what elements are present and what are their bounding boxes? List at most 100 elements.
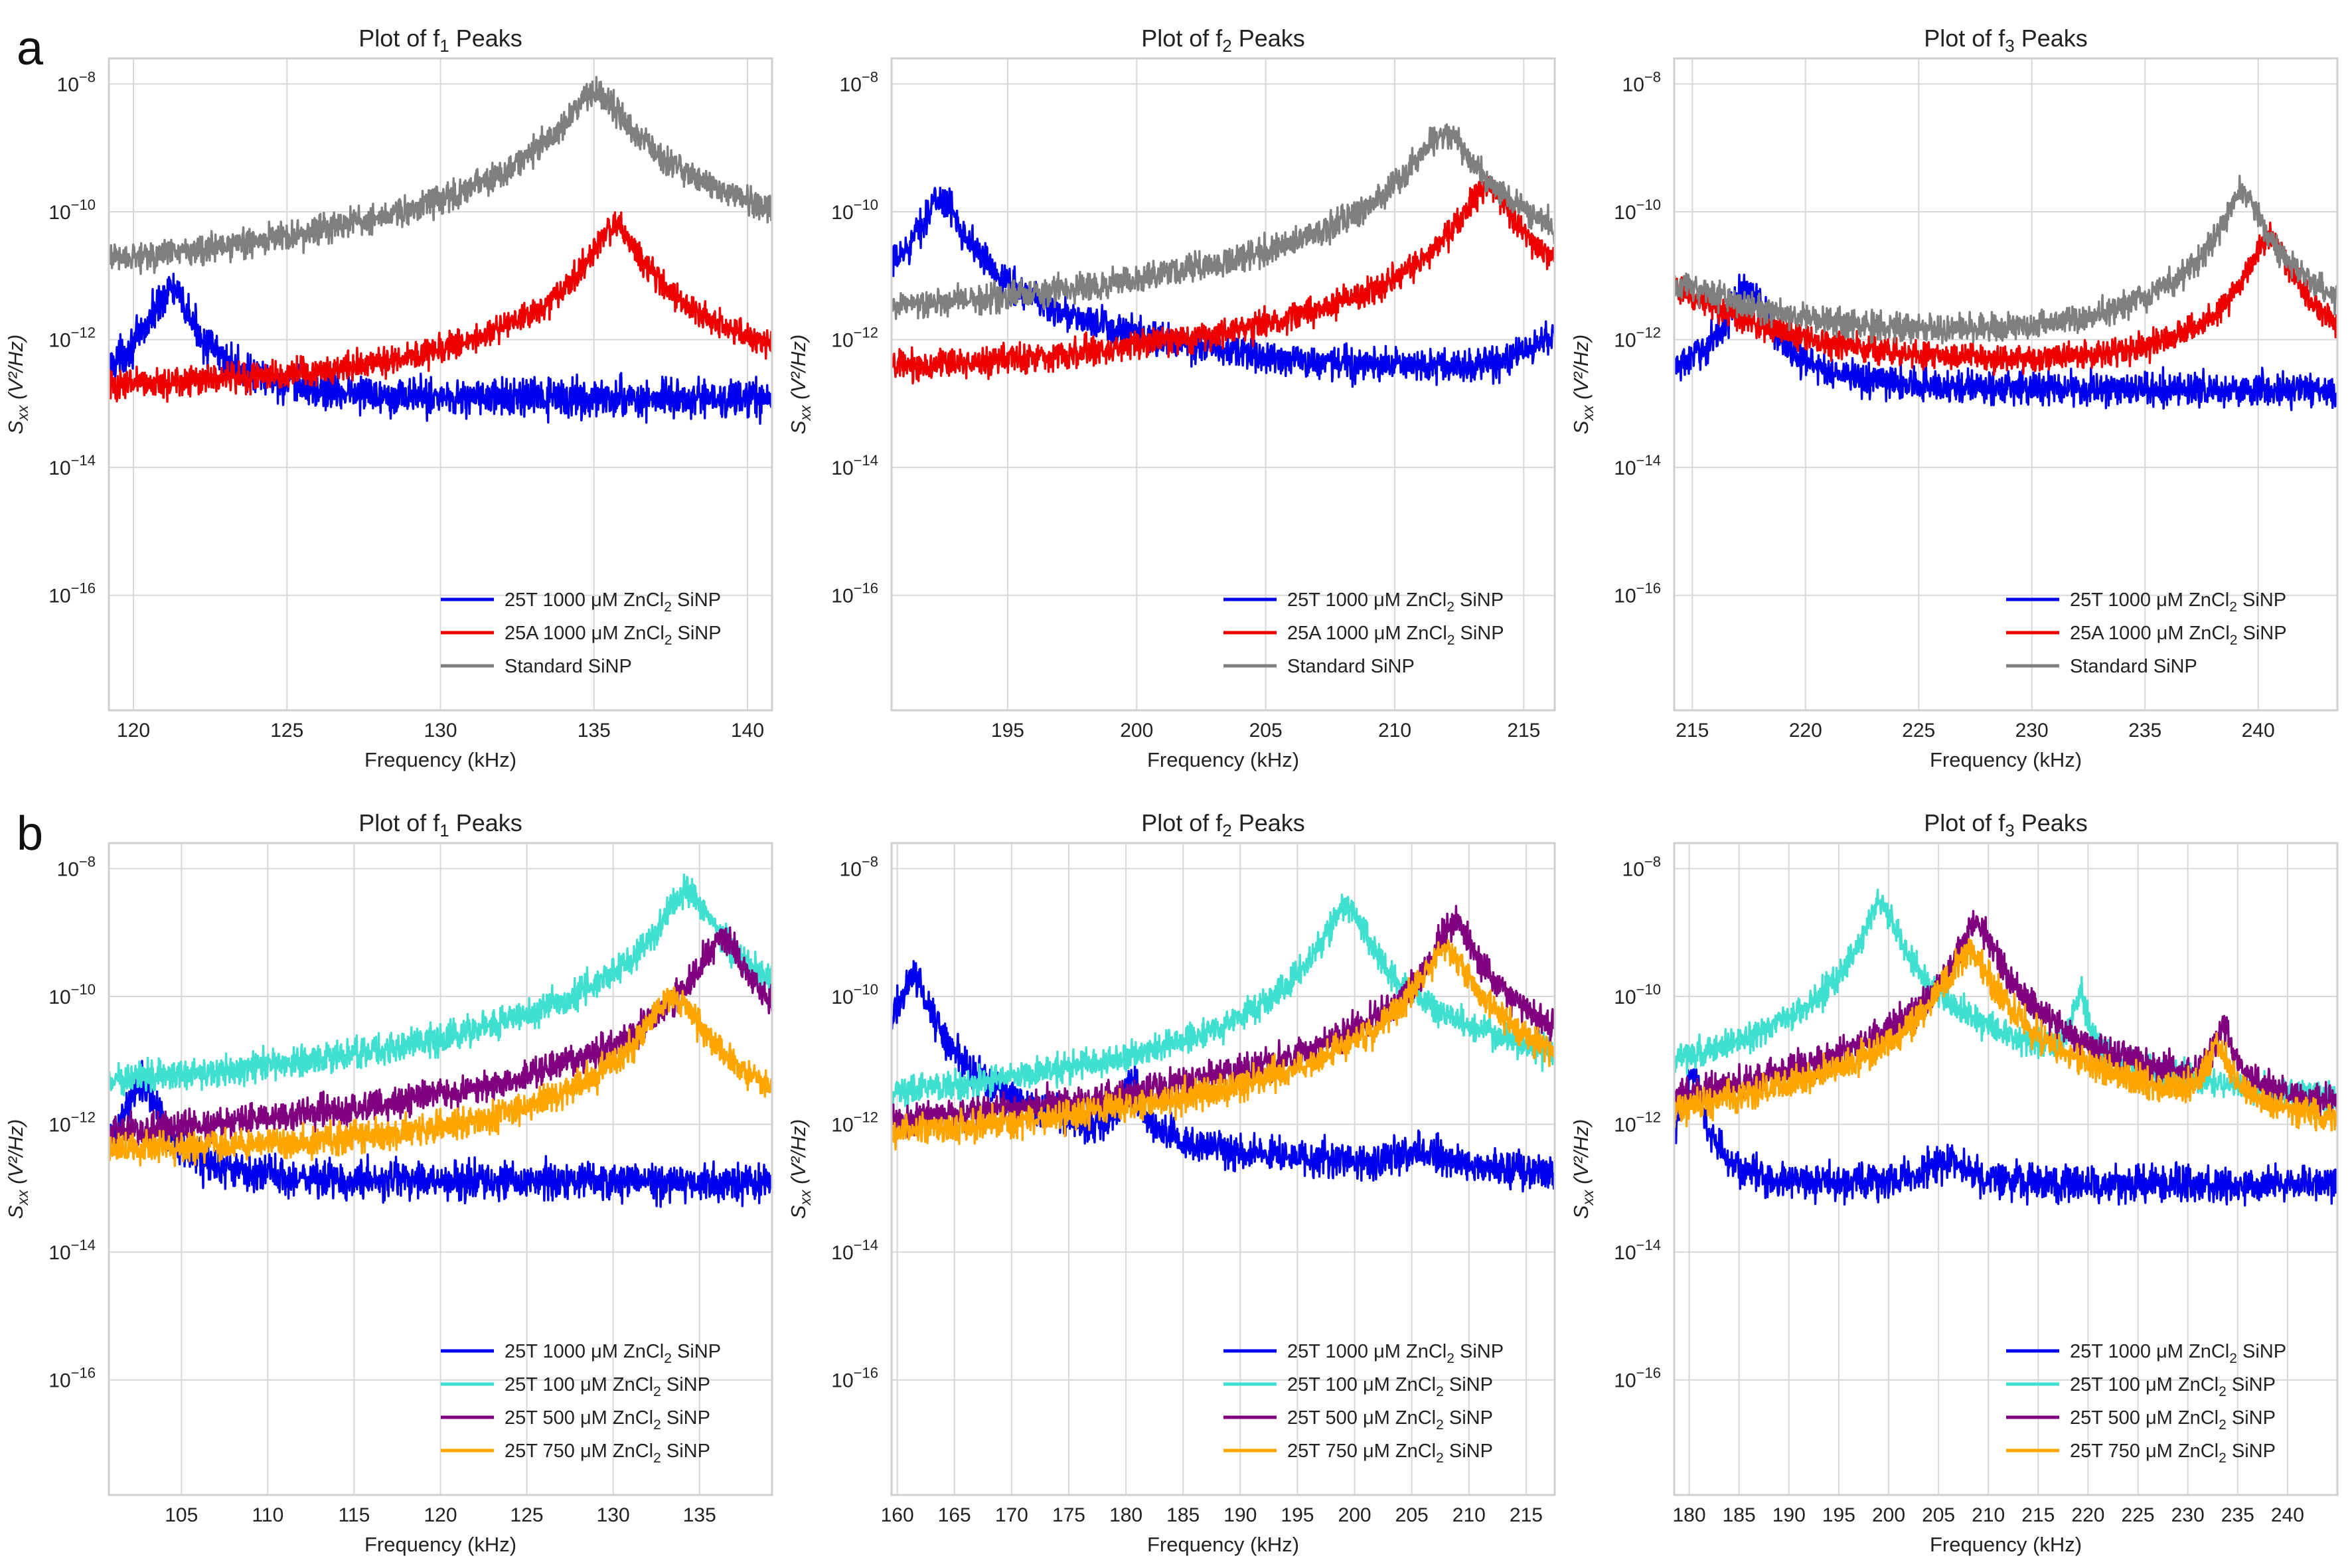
y-axis-label: Sxx (V²/Hz) (1569, 1119, 1597, 1219)
x-axis-label: Frequency (kHz) (364, 748, 516, 771)
legend-entry: Standard SiNP (505, 656, 632, 677)
series-line-3 (892, 905, 1555, 1139)
chart-a-2: 195 200 205 210 215 10−8 10−10 10−12 10−14 10−16 P… (787, 25, 1556, 771)
legend-entry: 25T 100 μM ZnCl2 SiNP (505, 1374, 710, 1399)
y-tick-label: 10−10 (1614, 981, 1661, 1008)
legend-entry: 25T 1000 μM ZnCl2 SiNP (2070, 589, 2286, 615)
x-axis-label: Frequency (kHz) (1147, 748, 1299, 771)
y-tick-label: 10−16 (1614, 580, 1661, 607)
x-tick-label: 205 (1249, 720, 1283, 742)
series-line-1 (1674, 274, 2337, 412)
legend-entry: 25T 1000 μM ZnCl2 SiNP (1287, 589, 1504, 615)
y-tick-label: 10−10 (831, 196, 878, 224)
y-tick-label: 10−16 (1614, 1365, 1661, 1392)
plot-frame (108, 842, 773, 1496)
legend-entry: 25A 1000 μM ZnCl2 SiNP (505, 623, 722, 648)
y-tick-label: 10−14 (1614, 452, 1661, 479)
y-axis-label: Sxx (V²/Hz) (4, 1119, 31, 1219)
legend-entry: 25T 750 μM ZnCl2 SiNP (505, 1441, 710, 1466)
x-tick-label: 175 (1052, 1504, 1085, 1526)
y-tick-label: 10−8 (840, 69, 878, 96)
y-axis-label: Sxx (V²/Hz) (1569, 335, 1597, 434)
legend-entry: 25T 1000 μM ZnCl2 SiNP (505, 589, 721, 615)
y-tick-label: 10−8 (57, 854, 96, 881)
y-tick-label: 10−14 (831, 1237, 878, 1264)
chart-title: Plot of f2 Peaks (1141, 809, 1305, 840)
y-tick-label: 10−16 (831, 580, 878, 607)
y-axis-label: Sxx (V²/Hz) (787, 335, 814, 434)
x-tick-label: 180 (1673, 1504, 1706, 1526)
x-tick-label: 220 (1789, 720, 1822, 742)
legend: 25T 1000 μM ZnCl2 SiNP 25A 1000 μM ZnCl2 … (2006, 589, 2287, 677)
y-tick-label: 10−12 (831, 1109, 878, 1137)
legend-entry: 25A 1000 μM ZnCl2 SiNP (1287, 623, 1504, 648)
chart-a-1: 120 125 130 135 140 10−8 10−10 10−12 10−14 10−16 P… (4, 25, 773, 771)
legend-entry: Standard SiNP (1287, 656, 1415, 677)
series-line-1 (892, 187, 1555, 388)
chart-title: Plot of f1 Peaks (358, 809, 522, 840)
y-tick-label: 10−12 (1614, 325, 1661, 352)
series-line-1 (1674, 1067, 2337, 1207)
series-line-3 (109, 76, 772, 275)
plot-frame (1673, 842, 2339, 1496)
x-axis-label: Frequency (kHz) (1930, 1533, 2082, 1556)
x-tick-label: 130 (597, 1504, 630, 1526)
series-line-2 (892, 894, 1555, 1107)
x-tick-label: 125 (270, 720, 303, 742)
series-line-2 (1674, 888, 2337, 1113)
legend: 25T 1000 μM ZnCl2 SiNP 25T 100 μM ZnCl2 S… (2006, 1341, 2286, 1466)
y-tick-label: 10−12 (48, 325, 96, 352)
x-tick-label: 215 (1676, 720, 1709, 742)
x-axis-label: Frequency (kHz) (1930, 748, 2082, 771)
series-line-1 (892, 960, 1555, 1193)
x-axis-label: Frequency (kHz) (1147, 1533, 1299, 1556)
x-tick-label: 190 (1772, 1504, 1806, 1526)
x-tick-label: 130 (424, 720, 457, 742)
x-tick-label: 220 (2071, 1504, 2104, 1526)
x-tick-label: 120 (117, 720, 150, 742)
y-tick-label: 10−14 (1614, 1237, 1661, 1264)
x-tick-label: 210 (1972, 1504, 2005, 1526)
x-tick-label: 170 (995, 1504, 1028, 1526)
y-tick-label: 10−10 (831, 981, 878, 1008)
x-tick-label: 115 (339, 1504, 370, 1526)
series-line-1 (109, 1059, 772, 1208)
chart-b-2: 160 165 170 175 180 185 190 195 200 205 210 215 10−8… (787, 809, 1556, 1556)
x-tick-label: 225 (1902, 720, 1935, 742)
x-tick-label: 205 (1395, 1504, 1429, 1526)
panel-label-b: b (17, 807, 43, 860)
y-tick-label: 10−16 (831, 1365, 878, 1392)
legend-entry: 25T 100 μM ZnCl2 SiNP (1287, 1374, 1493, 1399)
y-tick-label: 10−12 (831, 325, 878, 352)
y-tick-label: 10−12 (48, 1109, 96, 1137)
chart-title: Plot of f3 Peaks (1924, 809, 2088, 840)
x-tick-label: 190 (1223, 1504, 1257, 1526)
x-tick-label: 215 (1507, 720, 1540, 742)
x-tick-label: 185 (1723, 1504, 1756, 1526)
x-tick-label: 210 (1452, 1504, 1486, 1526)
y-tick-label: 10−10 (48, 196, 96, 224)
x-tick-label: 135 (683, 1504, 716, 1526)
y-tick-label: 10−14 (831, 452, 878, 479)
series-line-2 (109, 211, 772, 403)
x-tick-label: 165 (938, 1504, 971, 1526)
x-tick-label: 195 (991, 720, 1024, 742)
x-tick-label: 200 (1872, 1504, 1905, 1526)
x-tick-label: 240 (2242, 720, 2275, 742)
y-tick-label: 10−10 (48, 981, 96, 1008)
legend-entry: 25T 500 μM ZnCl2 SiNP (1287, 1407, 1493, 1433)
x-tick-label: 105 (165, 1504, 198, 1526)
legend-entry: 25T 500 μM ZnCl2 SiNP (505, 1407, 710, 1433)
series-line-2 (1674, 221, 2337, 376)
y-tick-label: 10−8 (840, 854, 878, 881)
x-tick-label: 235 (2128, 720, 2161, 742)
chart-title: Plot of f2 Peaks (1141, 25, 1305, 56)
x-tick-label: 140 (731, 720, 764, 742)
plot-frame (890, 57, 1556, 712)
legend: 25T 1000 μM ZnCl2 SiNP 25A 1000 μM ZnCl2 … (441, 589, 722, 677)
x-tick-label: 185 (1166, 1504, 1200, 1526)
x-tick-label: 200 (1120, 720, 1153, 742)
x-tick-label: 230 (2171, 1504, 2205, 1526)
chart-title: Plot of f3 Peaks (1924, 25, 2088, 56)
plot-frame (108, 57, 773, 712)
